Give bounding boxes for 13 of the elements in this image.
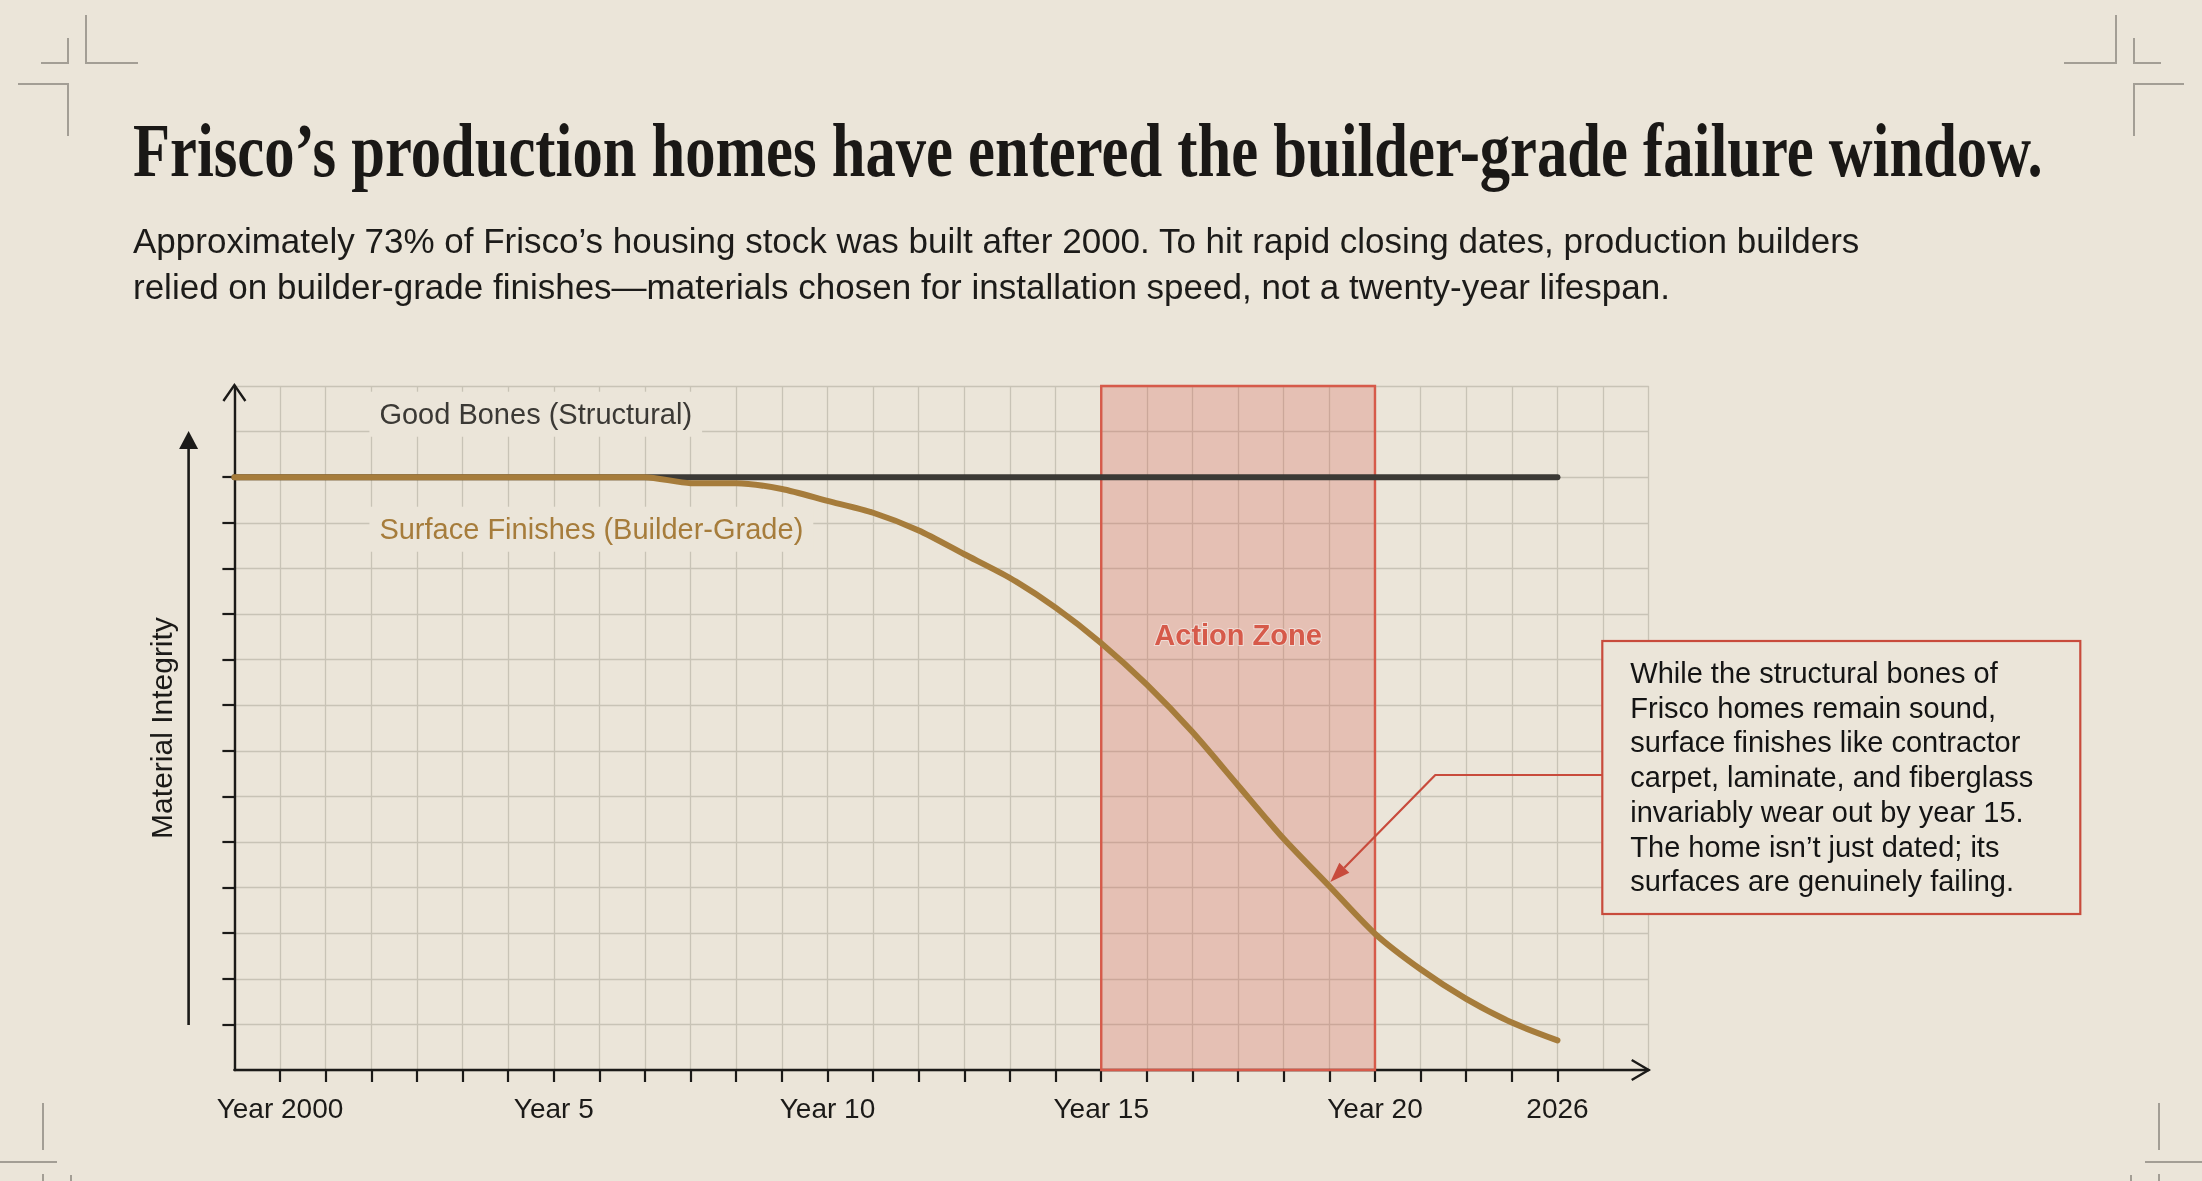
x-tick-label: 2026: [1526, 1092, 1589, 1124]
x-tick-label: Year 2000: [216, 1092, 344, 1124]
series-label: Surface Finishes (Builder-Grade): [379, 513, 804, 546]
x-tick-label: Year 10: [779, 1092, 876, 1124]
series-label: Good Bones (Structural): [379, 398, 693, 431]
band-label: Action Zone: [1154, 619, 1322, 652]
chart-title: Frisco’s production homes have entered the builder-grade failure window.: [133, 108, 2043, 192]
x-tick-label: Year 5: [513, 1092, 594, 1124]
chart-subtitle: Approximately 73% of Frisco’s housing stock was built after 2000. To hit rapid closing dates, production builders relied on builder-grade finishes—materials chosen for installation speed, not a twenty-year lifespan.: [133, 220, 1861, 308]
y-axis-title: Material Integrity: [144, 617, 178, 839]
x-tick-label: Year 15: [1053, 1092, 1149, 1124]
annotation: While the structural bones of Frisco homes remain sound, surface finishes like contractor carpet, laminate, and fiberglass invariably wear out by year 15. The home isn’t just dated; its surfaces are genuinely failing.: [1630, 656, 2035, 899]
x-tick-label: Year 20: [1327, 1092, 1423, 1124]
